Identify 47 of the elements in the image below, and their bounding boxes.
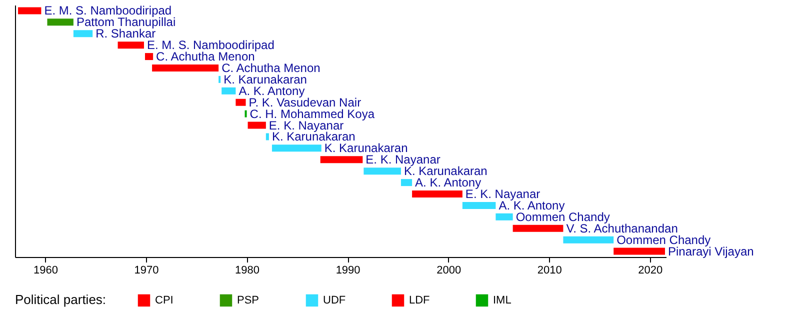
x-tick-label: 1960 [33, 264, 58, 276]
annotation: R. Shankar [96, 26, 156, 41]
annotation: A. K. Antony [238, 84, 305, 98]
bar [400, 179, 412, 186]
bar [248, 122, 266, 129]
bar [614, 248, 665, 255]
x-tick-label: 1980 [235, 264, 260, 276]
bar [145, 53, 154, 60]
annotation: C. Achutha Menon [156, 50, 255, 64]
bar [47, 18, 74, 26]
bar [236, 98, 246, 106]
bar [18, 7, 42, 14]
bar [222, 87, 236, 94]
bar [266, 133, 269, 140]
x-tick-label: 1990 [336, 264, 360, 276]
annotation: C. H. Mohammed Koya [250, 106, 375, 121]
annotation: K. Karunakaran [324, 141, 408, 156]
bar [412, 190, 462, 198]
legend-label: PSP [237, 294, 260, 306]
annotation: C. Achutha Menon [222, 61, 320, 75]
bar [272, 144, 322, 152]
legend-label: UDF [323, 294, 346, 306]
legend-label: LDF [409, 294, 430, 306]
annotation: E. K. Nayanar [268, 118, 344, 132]
x-tick-label: 2010 [537, 264, 562, 276]
x-tick-label: 2020 [638, 264, 663, 276]
bar [118, 42, 144, 49]
annotation: E. M. S. Namboodiripad [146, 38, 274, 52]
bar [563, 236, 614, 244]
legend-label: CPI [155, 294, 174, 306]
bar [512, 224, 564, 232]
annotation: E. M. S. Namboodiripad [44, 4, 172, 18]
annotation: K. Karunakaran [224, 72, 307, 86]
bar [364, 168, 401, 175]
bar [73, 30, 93, 38]
bar [496, 213, 513, 220]
annotation: Oommen Chandy [616, 232, 711, 247]
x-tick-label: 2000 [436, 264, 462, 276]
x-tick-label: 1970 [134, 264, 159, 276]
legend-label: IML [493, 294, 512, 306]
bar [320, 156, 363, 164]
bar [152, 64, 219, 72]
legend-title: Political parties: [15, 292, 106, 307]
bar [462, 202, 496, 209]
annotation: A. K. Antony [415, 176, 482, 190]
annotation: E. K. Nayanar [366, 152, 440, 167]
annotation: Pattom Thanupillai [76, 15, 176, 30]
